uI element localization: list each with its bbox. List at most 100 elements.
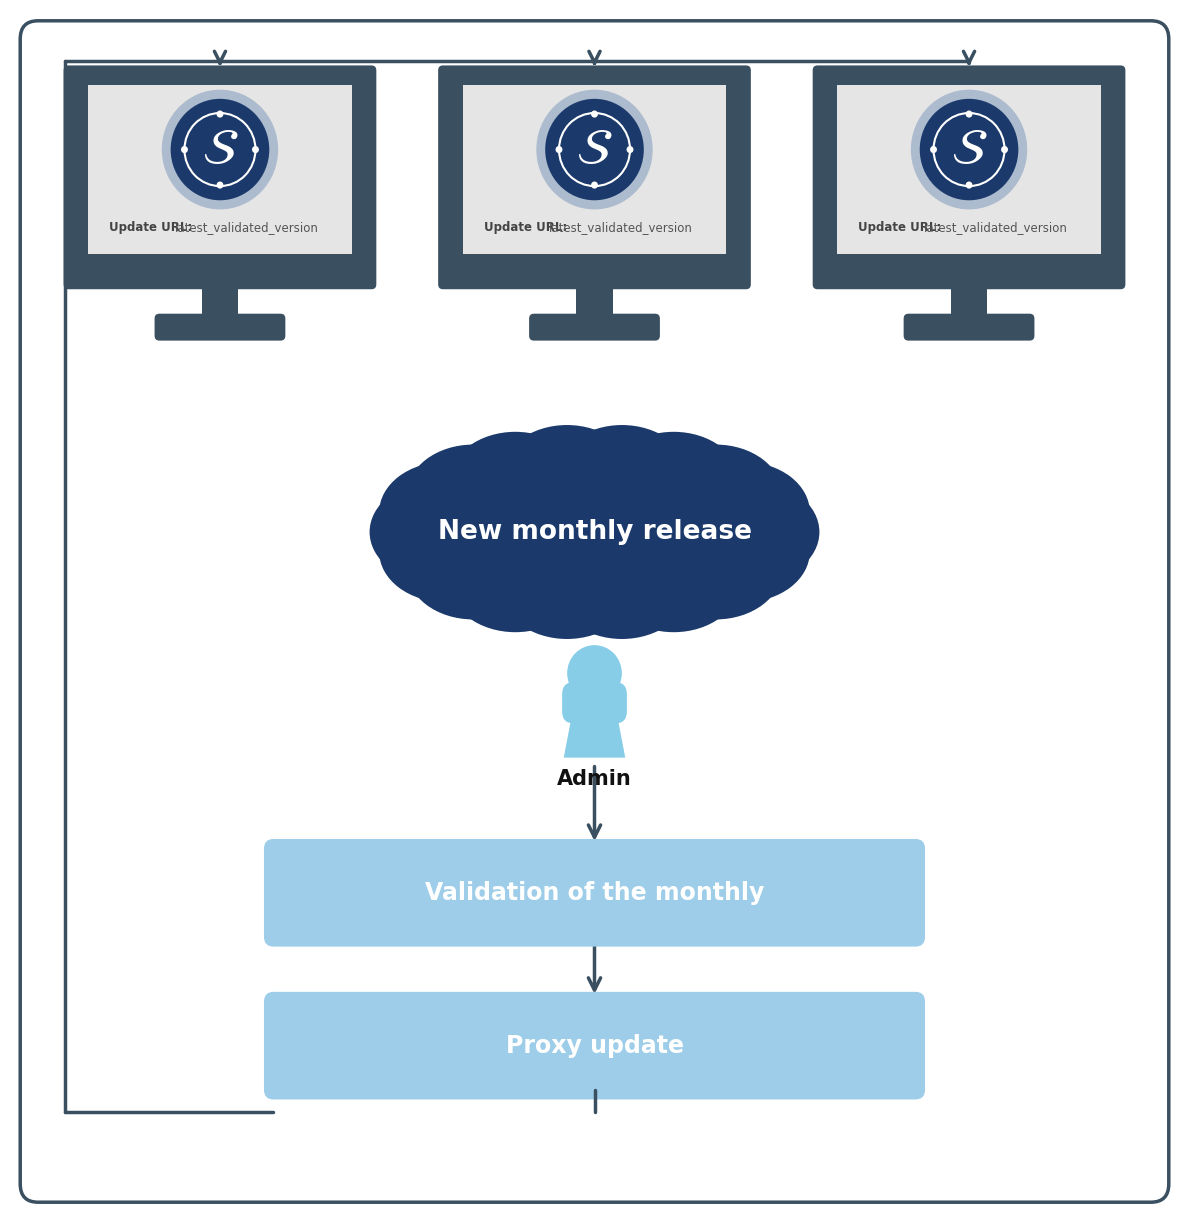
Ellipse shape — [476, 435, 600, 530]
Circle shape — [930, 146, 937, 153]
Ellipse shape — [501, 426, 634, 526]
Circle shape — [965, 110, 973, 117]
Ellipse shape — [621, 527, 729, 609]
Ellipse shape — [628, 453, 741, 539]
Ellipse shape — [467, 467, 722, 597]
Circle shape — [181, 146, 188, 153]
Ellipse shape — [656, 511, 765, 593]
Ellipse shape — [422, 511, 531, 594]
Ellipse shape — [533, 430, 656, 526]
Ellipse shape — [555, 426, 688, 526]
Ellipse shape — [637, 446, 762, 542]
Circle shape — [555, 146, 562, 153]
Ellipse shape — [379, 462, 512, 563]
Ellipse shape — [579, 443, 693, 528]
Ellipse shape — [407, 519, 540, 619]
Circle shape — [567, 645, 622, 701]
Ellipse shape — [521, 437, 638, 527]
Ellipse shape — [658, 470, 767, 553]
Ellipse shape — [460, 455, 568, 537]
Ellipse shape — [476, 534, 600, 629]
Ellipse shape — [440, 454, 749, 610]
Circle shape — [216, 110, 224, 117]
Ellipse shape — [429, 460, 542, 547]
Bar — [577, 285, 612, 319]
Ellipse shape — [629, 525, 748, 615]
Ellipse shape — [501, 538, 634, 638]
Text: latest_validated_version: latest_validated_version — [175, 221, 319, 234]
Ellipse shape — [448, 432, 581, 533]
Bar — [837, 86, 1101, 254]
Ellipse shape — [621, 454, 731, 537]
Ellipse shape — [384, 484, 509, 580]
Bar — [951, 285, 987, 319]
Circle shape — [171, 99, 269, 201]
Ellipse shape — [669, 464, 794, 559]
Ellipse shape — [658, 511, 767, 594]
Text: Update URL:: Update URL: — [484, 221, 567, 234]
Text: Admin: Admin — [558, 769, 631, 789]
Text: latest_validated_version: latest_validated_version — [549, 221, 693, 234]
Ellipse shape — [673, 489, 786, 575]
Ellipse shape — [465, 443, 584, 533]
Ellipse shape — [424, 471, 533, 553]
Ellipse shape — [669, 505, 794, 600]
FancyBboxPatch shape — [264, 992, 925, 1099]
Ellipse shape — [458, 454, 568, 537]
Ellipse shape — [533, 538, 656, 634]
Ellipse shape — [398, 498, 516, 587]
Ellipse shape — [677, 487, 794, 577]
Ellipse shape — [677, 462, 810, 563]
Ellipse shape — [579, 439, 697, 528]
Text: $\mathcal{S}$: $\mathcal{S}$ — [577, 125, 612, 175]
Ellipse shape — [460, 527, 568, 609]
Ellipse shape — [579, 536, 693, 621]
FancyBboxPatch shape — [438, 66, 751, 290]
Ellipse shape — [398, 477, 516, 566]
Ellipse shape — [637, 522, 762, 618]
Ellipse shape — [677, 501, 810, 602]
Circle shape — [252, 146, 259, 153]
Bar — [463, 86, 726, 254]
Text: $\mathcal{S}$: $\mathcal{S}$ — [202, 125, 238, 175]
Ellipse shape — [555, 538, 688, 638]
Circle shape — [591, 110, 598, 117]
Ellipse shape — [570, 445, 678, 528]
Text: Update URL:: Update URL: — [109, 221, 193, 234]
Circle shape — [911, 89, 1027, 209]
Ellipse shape — [661, 509, 774, 594]
Ellipse shape — [470, 468, 719, 596]
Ellipse shape — [409, 490, 518, 574]
Ellipse shape — [669, 490, 778, 574]
Ellipse shape — [370, 482, 503, 582]
Ellipse shape — [395, 505, 520, 600]
Bar — [88, 86, 352, 254]
Ellipse shape — [524, 537, 637, 624]
FancyBboxPatch shape — [562, 682, 627, 724]
Ellipse shape — [661, 470, 774, 555]
Ellipse shape — [671, 490, 780, 574]
Ellipse shape — [463, 470, 726, 594]
Text: Proxy update: Proxy update — [505, 1033, 684, 1058]
Ellipse shape — [465, 531, 584, 621]
Ellipse shape — [458, 462, 731, 602]
Circle shape — [627, 146, 634, 153]
Ellipse shape — [424, 511, 533, 593]
Ellipse shape — [448, 531, 581, 632]
Text: Update URL:: Update URL: — [858, 221, 942, 234]
Circle shape — [1001, 146, 1008, 153]
Circle shape — [920, 99, 1018, 201]
FancyBboxPatch shape — [813, 66, 1125, 290]
Ellipse shape — [663, 508, 782, 598]
FancyBboxPatch shape — [155, 314, 285, 341]
Ellipse shape — [628, 525, 741, 612]
FancyBboxPatch shape — [63, 66, 376, 290]
Ellipse shape — [621, 527, 731, 610]
Ellipse shape — [568, 444, 679, 528]
Ellipse shape — [451, 459, 738, 605]
Ellipse shape — [379, 501, 512, 602]
FancyBboxPatch shape — [904, 314, 1034, 341]
Ellipse shape — [422, 470, 531, 553]
Circle shape — [546, 99, 643, 201]
Ellipse shape — [471, 531, 584, 618]
